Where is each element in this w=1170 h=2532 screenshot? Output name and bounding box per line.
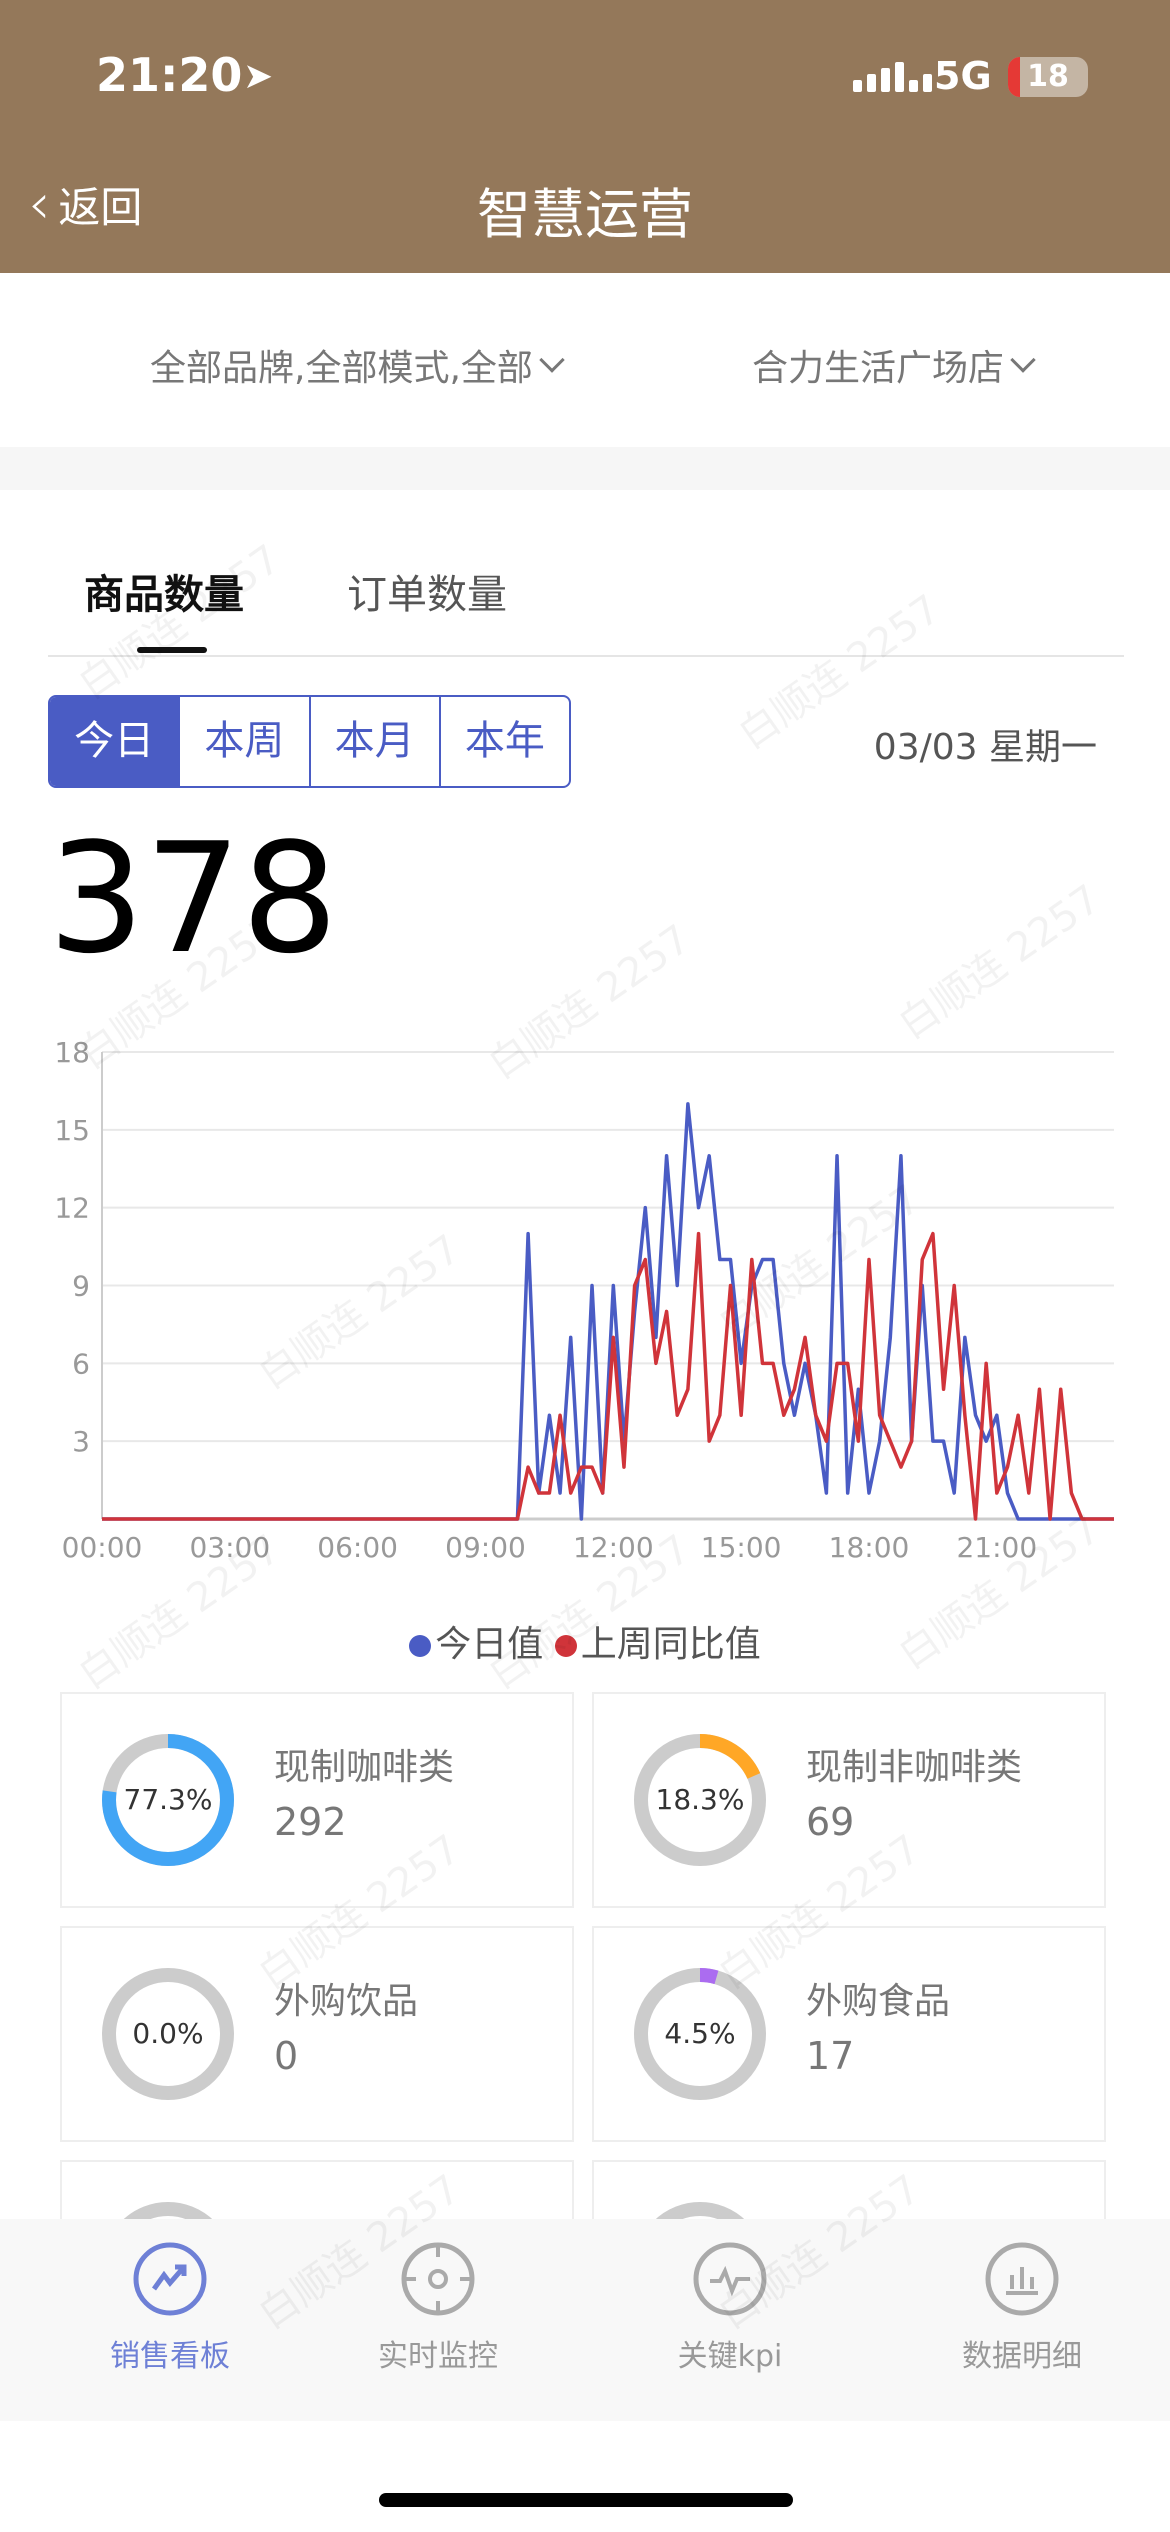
- series-line-today: [102, 1102, 1114, 1521]
- nav-label: 实时监控: [378, 2339, 498, 2374]
- series-line-last-week: [102, 1231, 1114, 1521]
- nav-label: 销售看板: [110, 2339, 230, 2374]
- category-percent: 18.3%: [655, 1783, 745, 1816]
- period-selector: 今日 本周 本月 本年: [48, 695, 571, 788]
- period-year-button[interactable]: 本年: [438, 697, 569, 786]
- legend-today[interactable]: 今日值: [409, 1624, 543, 1665]
- category-name: 外购食品: [806, 1981, 951, 2022]
- status-time: 21:20: [96, 48, 243, 102]
- line-chart: 3 6 9 12 15 18 00:00 03:00 06:00 09:00 12:00 15:00 1…: [54, 1036, 1114, 1564]
- category-value: 292: [274, 1800, 347, 1844]
- donut-chart: [634, 1734, 766, 1866]
- y-tick-label: 12: [54, 1192, 90, 1225]
- y-tick-label: 6: [72, 1347, 90, 1380]
- legend-label: 上周同比值: [580, 1624, 761, 1665]
- page-title: 智慧运营: [477, 183, 693, 246]
- store-value: 合力生活广场店: [752, 348, 1005, 389]
- x-tick-label: 21:00: [956, 1531, 1037, 1564]
- divider: [48, 655, 1124, 657]
- trend-icon: [133, 2242, 207, 2316]
- category-name: 现制咖啡类: [274, 1747, 455, 1788]
- home-indicator[interactable]: [379, 2493, 793, 2507]
- category-percent: 0.0%: [132, 2017, 204, 2050]
- brand-mode-dropdown[interactable]: 全部品牌,全部模式,全部: [150, 339, 565, 391]
- brand-mode-value: 全部品牌,全部模式,全部: [150, 348, 533, 389]
- donut-track: [102, 1968, 234, 2100]
- nav-realtime-monitor[interactable]: 实时监控: [338, 2241, 538, 2375]
- battery-icon: 18: [1008, 57, 1088, 97]
- legend-label: 今日值: [435, 1624, 544, 1665]
- nav-key-kpi[interactable]: 关键kpi: [630, 2241, 830, 2375]
- category-name: 现制非咖啡类: [806, 1747, 1023, 1788]
- legend-last-week[interactable]: 上周同比值: [554, 1624, 761, 1665]
- x-tick-label: 15:00: [701, 1531, 782, 1564]
- category-name: 外购饮品: [274, 1981, 419, 2022]
- x-tick-label: 03:00: [189, 1531, 270, 1564]
- nav-data-detail[interactable]: 数据明细: [922, 2241, 1122, 2375]
- x-tick-label: 09:00: [445, 1531, 526, 1564]
- nav-sales-board[interactable]: 销售看板: [70, 2241, 270, 2375]
- legend-dot-icon: [409, 1635, 432, 1657]
- back-button[interactable]: ‹ 返回: [28, 172, 142, 237]
- category-value: 17: [806, 2034, 855, 2078]
- store-dropdown[interactable]: 合力生活广场店: [752, 339, 1036, 391]
- category-percent: 77.3%: [123, 1783, 213, 1816]
- donut-chart: [102, 1968, 234, 2100]
- nav-label: 数据明细: [962, 2339, 1082, 2374]
- category-card[interactable]: 18.3% 现制非咖啡类 69: [592, 1692, 1106, 1908]
- y-tick-label: 15: [54, 1114, 90, 1147]
- bottom-tab-bar: 销售看板 实时监控 关键kpi 数据明细: [0, 2219, 1170, 2421]
- y-tick-label: 3: [72, 1425, 90, 1458]
- chart-legend: 今日值 上周同比值: [0, 1615, 1170, 1667]
- back-label: 返回: [58, 183, 143, 232]
- donut-fill: [634, 1968, 766, 2100]
- legend-dot-icon: [554, 1635, 577, 1657]
- donut-chart: [634, 1968, 766, 2100]
- tab-product-count[interactable]: 商品数量: [84, 572, 244, 618]
- y-tick-label: 18: [54, 1036, 90, 1069]
- filter-bar: 全部品牌,全部模式,全部 合力生活广场店: [0, 273, 1170, 447]
- total-count: 378: [48, 810, 339, 987]
- section-divider: [0, 447, 1170, 490]
- x-tick-label: 06:00: [317, 1531, 398, 1564]
- donut-chart: [102, 1734, 234, 1866]
- target-icon: [401, 2242, 475, 2316]
- category-card[interactable]: 0.0% 外购饮品 0: [60, 1926, 574, 2142]
- nav-label: 关键kpi: [677, 2339, 783, 2374]
- category-value: 0: [274, 2034, 299, 2078]
- category-percent: 4.5%: [664, 2017, 736, 2050]
- bar-chart-icon: [985, 2242, 1059, 2316]
- chevron-left-icon: ‹: [28, 172, 51, 237]
- location-arrow-icon: ➤: [243, 56, 274, 97]
- category-value: 69: [806, 1800, 855, 1844]
- period-month-button[interactable]: 本月: [308, 697, 439, 786]
- chevron-down-icon: [539, 347, 565, 373]
- chevron-down-icon: [1010, 347, 1036, 373]
- period-today-button[interactable]: 今日: [50, 697, 179, 786]
- tab-indicator: [137, 647, 207, 653]
- x-tick-label: 00:00: [62, 1531, 143, 1564]
- nav-header: 21:20 ➤ 5G 18 ‹ 返回 智慧运营: [0, 0, 1170, 273]
- category-card[interactable]: 4.5% 外购食品 17: [592, 1926, 1106, 2142]
- y-tick-label: 9: [72, 1270, 90, 1303]
- x-tick-label: 12:00: [573, 1531, 654, 1564]
- network-type: 5G: [934, 54, 992, 98]
- donut-fill: [634, 1734, 766, 1866]
- date-label: 03/03 星期一: [873, 727, 1097, 768]
- signal-icon: [853, 62, 932, 92]
- period-week-button[interactable]: 本周: [178, 697, 308, 786]
- tab-order-count[interactable]: 订单数量: [347, 572, 507, 618]
- x-tick-label: 18:00: [829, 1531, 910, 1564]
- pulse-icon: [693, 2242, 767, 2316]
- category-card[interactable]: 77.3% 现制咖啡类 292: [60, 1692, 574, 1908]
- donut-fill: [102, 1734, 234, 1866]
